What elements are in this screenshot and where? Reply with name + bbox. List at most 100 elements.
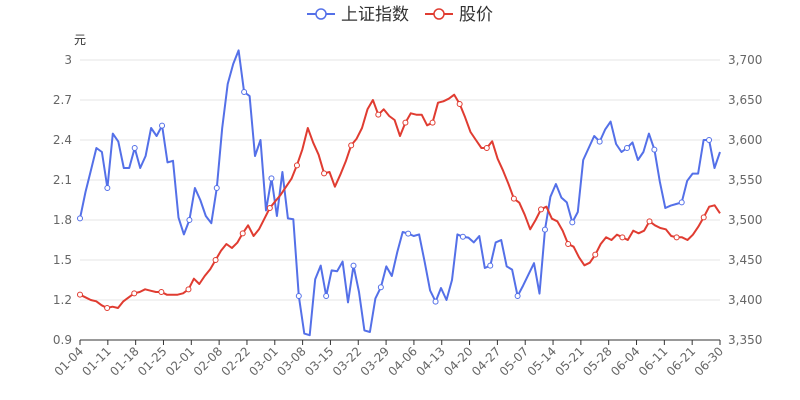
data-point[interactable] xyxy=(348,142,355,149)
data-point[interactable] xyxy=(377,284,384,291)
data-point[interactable] xyxy=(538,206,545,213)
data-point[interactable] xyxy=(241,89,248,95)
x-tick-label: 04-20 xyxy=(441,344,476,379)
right-tick-label: 3,550 xyxy=(728,173,762,187)
x-tick-label: 05-21 xyxy=(552,344,587,379)
left-tick-label: 2.4 xyxy=(53,133,72,147)
data-point[interactable] xyxy=(405,230,412,237)
x-tick-label: 01-25 xyxy=(135,344,170,379)
data-point[interactable] xyxy=(323,293,330,299)
data-point[interactable] xyxy=(131,145,138,151)
x-tick-label: 06-21 xyxy=(664,344,699,379)
x-tick-label: 03-15 xyxy=(302,344,337,379)
x-axis-tick-labels: 01-0401-1101-1801-2502-0102-0802-2203-01… xyxy=(52,344,727,379)
data-point[interactable] xyxy=(651,146,658,153)
right-tick-label: 3,450 xyxy=(728,253,762,267)
x-tick-label: 06-11 xyxy=(636,344,671,379)
x-tick-label: 04-27 xyxy=(469,344,504,379)
data-point[interactable] xyxy=(131,290,138,297)
data-point[interactable] xyxy=(700,214,707,221)
data-point[interactable] xyxy=(456,101,463,107)
legend[interactable]: 上证指数 股价 xyxy=(307,5,493,25)
data-point[interactable] xyxy=(293,162,300,169)
data-point[interactable] xyxy=(159,122,166,129)
left-axis-unit-label: 元 xyxy=(74,33,86,47)
x-tick-label: 03-22 xyxy=(330,344,365,379)
legend-item-0[interactable]: 上证指数 xyxy=(307,5,409,25)
right-tick-label: 3,400 xyxy=(728,293,762,307)
x-tick-label: 03-01 xyxy=(246,344,281,379)
data-point[interactable] xyxy=(596,138,603,145)
x-tick-label: 06-30 xyxy=(692,344,727,379)
legend-label: 股价 xyxy=(459,5,493,25)
left-tick-label: 3 xyxy=(64,53,72,67)
right-tick-label: 3,350 xyxy=(728,333,762,347)
left-tick-label: 1.2 xyxy=(53,293,72,307)
data-point[interactable] xyxy=(459,233,466,240)
data-point[interactable] xyxy=(487,262,494,269)
x-tick-label: 03-08 xyxy=(274,344,309,379)
data-point[interactable] xyxy=(158,289,165,295)
data-point[interactable] xyxy=(569,219,576,226)
x-tick-label: 05-07 xyxy=(497,344,532,379)
x-tick-label: 01-18 xyxy=(107,344,142,379)
legend-label: 上证指数 xyxy=(341,5,409,25)
x-tick-label: 01-04 xyxy=(52,344,87,379)
series-lines xyxy=(79,49,721,337)
x-tick-label: 02-22 xyxy=(219,344,254,379)
data-point[interactable] xyxy=(375,111,382,118)
data-point[interactable] xyxy=(624,145,631,151)
left-tick-label: 1.5 xyxy=(53,253,72,267)
left-tick-label: 1.8 xyxy=(53,213,72,227)
data-point[interactable] xyxy=(429,119,436,126)
x-tick-label: 04-13 xyxy=(413,344,448,379)
axes xyxy=(79,339,721,345)
legend-swatch-marker xyxy=(315,8,327,20)
data-point[interactable] xyxy=(619,234,626,241)
data-point[interactable] xyxy=(678,199,685,206)
x-tick-label: 01-11 xyxy=(79,344,114,379)
series-line-0 xyxy=(79,49,721,337)
x-tick-label: 04-06 xyxy=(385,344,420,379)
data-point[interactable] xyxy=(213,185,220,191)
data-point[interactable] xyxy=(186,217,193,223)
right-tick-label: 3,500 xyxy=(728,213,762,227)
left-tick-label: 2.7 xyxy=(53,93,72,107)
data-point[interactable] xyxy=(565,241,572,247)
data-point[interactable] xyxy=(104,185,111,191)
data-point[interactable] xyxy=(212,257,219,263)
data-point[interactable] xyxy=(646,218,653,225)
legend-item-1[interactable]: 股价 xyxy=(425,5,493,25)
data-point[interactable] xyxy=(77,215,83,222)
data-point[interactable] xyxy=(432,298,439,305)
data-point[interactable] xyxy=(321,170,328,177)
data-point[interactable] xyxy=(295,293,302,299)
x-tick-label: 02-01 xyxy=(163,344,198,379)
data-point[interactable] xyxy=(592,251,599,258)
x-tick-label: 05-14 xyxy=(525,344,560,379)
x-tick-label: 06-04 xyxy=(608,344,643,379)
data-point[interactable] xyxy=(402,119,409,126)
data-point[interactable] xyxy=(541,226,548,233)
data-point[interactable] xyxy=(185,286,192,293)
data-point[interactable] xyxy=(266,205,273,211)
data-point[interactable] xyxy=(706,137,713,143)
series-markers xyxy=(77,89,713,311)
data-point[interactable] xyxy=(673,234,680,241)
data-point[interactable] xyxy=(483,145,490,151)
data-point[interactable] xyxy=(77,291,83,298)
data-point[interactable] xyxy=(514,293,521,299)
x-tick-label: 02-08 xyxy=(191,344,226,379)
data-point[interactable] xyxy=(104,305,111,311)
x-tick-label: 03-29 xyxy=(358,344,393,379)
data-point[interactable] xyxy=(510,195,517,202)
legend-swatch-marker xyxy=(433,8,445,20)
x-tick-label: 05-28 xyxy=(580,344,615,379)
data-point[interactable] xyxy=(239,230,246,237)
right-tick-label: 3,700 xyxy=(728,53,762,67)
data-point[interactable] xyxy=(268,175,275,182)
data-point[interactable] xyxy=(350,262,357,269)
right-tick-label: 3,650 xyxy=(728,93,762,107)
right-axis-tick-labels: 3,350 3,400 3,450 3,500 3,550 3,600 3,650 3,700 xyxy=(728,53,762,347)
